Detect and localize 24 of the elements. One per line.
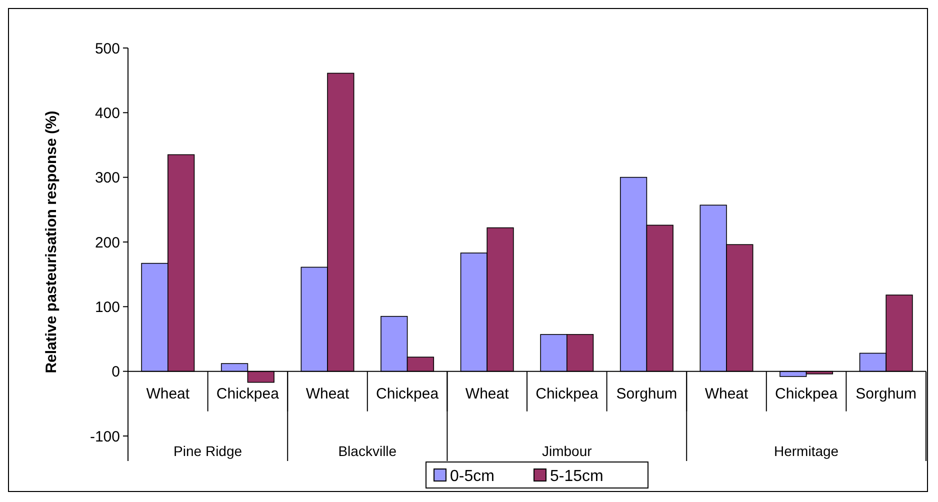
y-tick-label: 400 <box>94 104 120 122</box>
x-tick-label: Chickpea <box>216 385 280 402</box>
text: Jimbour <box>542 443 592 459</box>
x-tick-label: Chickpea <box>376 385 440 402</box>
y-tick-label: -100 <box>90 428 120 446</box>
x-tick-label: Chickpea <box>536 385 599 402</box>
legend-label: 0-5cm <box>450 468 494 485</box>
y-tick-label: 200 <box>94 234 120 252</box>
text: Hermitage <box>774 443 839 459</box>
y-axis-title: Relative pasteurisation response (%) <box>43 110 60 374</box>
x-tick-label: Wheat <box>146 385 190 402</box>
text: Blackville <box>338 443 397 459</box>
x-tick-label: Wheat <box>465 385 510 402</box>
x-tick-label: Sorghum <box>616 385 678 402</box>
x-tick-label: Wheat <box>704 385 750 402</box>
y-tick-label: 100 <box>94 298 120 316</box>
legend-label: 5-15cm <box>550 468 604 485</box>
x-tick-label: Wheat <box>306 385 350 402</box>
text: Pine Ridge <box>174 443 242 459</box>
y-tick-label: 300 <box>94 170 120 187</box>
y-tick-label: 500 <box>94 40 120 58</box>
x-tick-label: Sorghum <box>856 385 917 402</box>
x-tick-label: Chickpea <box>775 385 838 402</box>
y-tick-label: 0 <box>112 364 120 381</box>
